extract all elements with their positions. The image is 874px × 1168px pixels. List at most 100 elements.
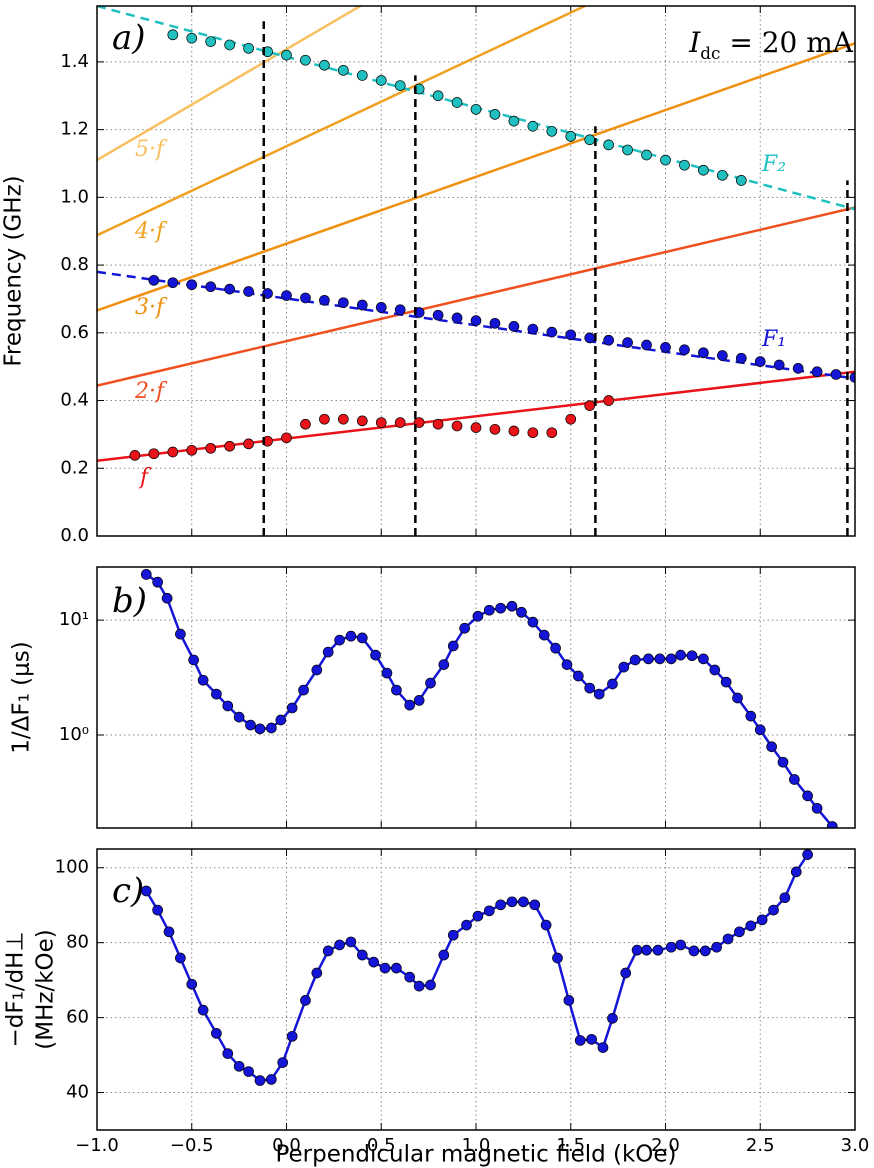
data-point (736, 175, 746, 185)
data-point (300, 419, 310, 429)
data-point (676, 650, 686, 660)
data-point (244, 1067, 254, 1077)
data-point (153, 905, 163, 915)
data-point (755, 357, 765, 367)
data-point (528, 428, 538, 438)
data-point (643, 654, 653, 664)
data-point (282, 50, 292, 60)
annotation-text: b) (112, 581, 147, 621)
data-point (460, 623, 470, 633)
data-point (245, 720, 255, 730)
data-point (679, 160, 689, 170)
series-line (146, 855, 807, 1081)
data-point (287, 703, 297, 713)
annotation-text: 5·f (135, 137, 168, 162)
data-point (439, 660, 449, 670)
plot-area (141, 850, 812, 1086)
data-point (562, 660, 572, 670)
data-point (547, 126, 557, 136)
data-point (632, 945, 642, 955)
data-point (566, 414, 576, 424)
data-point (371, 650, 381, 660)
data-point (516, 607, 526, 617)
data-point (585, 333, 595, 343)
data-point (312, 665, 322, 675)
data-point (439, 950, 449, 960)
annotation-text: 3·f (135, 295, 168, 320)
data-point (376, 302, 386, 312)
data-point (547, 327, 557, 337)
data-point (509, 116, 519, 126)
data-point (357, 70, 367, 80)
data-point (206, 37, 216, 47)
annotation: c) (112, 871, 144, 911)
data-point (698, 654, 708, 664)
data-point (187, 33, 197, 43)
data-point (414, 695, 424, 705)
y-tick-label: 0.4 (60, 390, 89, 411)
data-point (211, 689, 221, 699)
data-point (323, 946, 333, 956)
data-point (223, 1049, 233, 1059)
data-point (282, 291, 292, 301)
data-point (187, 979, 197, 989)
data-point (507, 601, 517, 611)
data-point (244, 43, 254, 53)
data-point (462, 920, 472, 930)
data-point (746, 921, 756, 931)
data-point (509, 426, 519, 436)
data-point (395, 81, 405, 91)
data-point (346, 631, 356, 641)
data-point (585, 683, 595, 693)
data-point (490, 109, 500, 119)
data-point (433, 419, 443, 429)
annotation-text: I (688, 26, 701, 59)
annotation: 5·f (135, 137, 168, 162)
data-point (717, 350, 727, 360)
data-point (300, 293, 310, 303)
data-point (211, 1028, 221, 1038)
data-point (496, 900, 506, 910)
data-point (621, 968, 631, 978)
data-point (338, 65, 348, 75)
annotation: 4·f (134, 219, 168, 244)
data-point (789, 774, 799, 784)
data-point (225, 284, 235, 294)
data-point (319, 295, 329, 305)
y-tick-label: 0.2 (60, 457, 89, 478)
data-point (630, 655, 640, 665)
y-tick-label: 1.2 (60, 119, 89, 140)
data-point (282, 433, 292, 443)
data-point (831, 369, 841, 379)
data-point (175, 953, 185, 963)
annotation-text: 2·f (134, 379, 168, 404)
data-point (717, 170, 727, 180)
data-point (338, 414, 348, 424)
data-point (369, 957, 379, 967)
data-point (376, 418, 386, 428)
data-point (619, 662, 629, 672)
x-axis-label: Perpendicular magnetic field (kOe) (275, 1142, 676, 1168)
data-point (357, 416, 367, 426)
data-point (734, 927, 744, 937)
y-tick-label: 1.0 (60, 186, 89, 207)
data-point (733, 693, 743, 703)
annotation: f (138, 465, 152, 490)
data-point (642, 340, 652, 350)
data-point (255, 1076, 265, 1086)
y-tick-label: 80 (66, 932, 89, 953)
data-point (168, 30, 178, 40)
data-point (244, 439, 254, 449)
data-point (780, 893, 790, 903)
y-axis-label: Frequency (GHz) (1, 175, 27, 366)
data-point (484, 605, 494, 615)
data-point (266, 723, 276, 733)
data-point (757, 915, 767, 925)
data-point (803, 850, 813, 860)
data-point (223, 701, 233, 711)
data-point (405, 700, 415, 710)
data-point (206, 282, 216, 292)
annotation-text: 4·f (134, 219, 168, 244)
annotation-text: a) (112, 18, 146, 58)
data-point (528, 617, 538, 627)
